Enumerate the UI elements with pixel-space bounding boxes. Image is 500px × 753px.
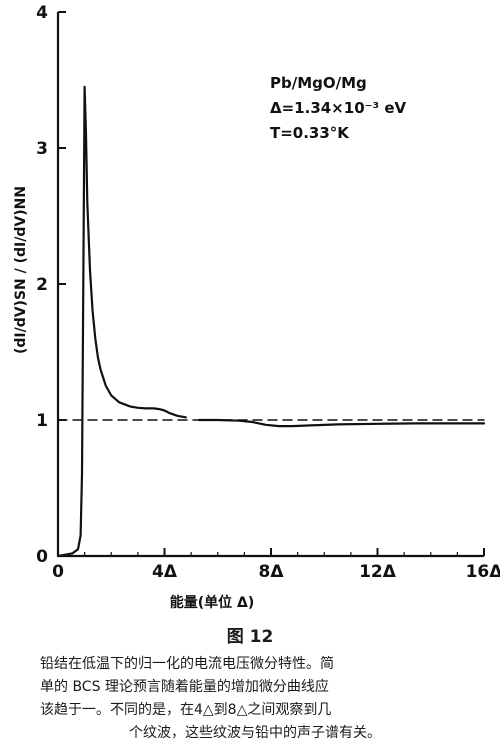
caption-line: 该趋于一。不同的是，在4△到8△之间观察到几 <box>40 702 332 718</box>
series-layer <box>56 85 486 558</box>
y-tick-label: 1 <box>36 411 48 431</box>
annotation-text: Δ=1.34×10⁻³ eV <box>270 99 407 117</box>
y-tick-label: 2 <box>36 275 48 295</box>
data-curve-0 <box>56 85 187 558</box>
x-tick-label: 4Δ <box>152 562 178 582</box>
x-tick-label: 12Δ <box>359 562 397 582</box>
caption-line: 个纹波，这些纹波与铅中的声子谱有关。 <box>129 725 381 741</box>
annotations: Pb/MgO/Mg Δ=1.34×10⁻³ eV T=0.33°K <box>270 74 407 142</box>
x-tick-label: 0 <box>52 562 64 582</box>
ticks-layer: 0 4Δ 8Δ 12Δ 16Δ 0 1 2 3 4 <box>36 3 500 582</box>
y-tick-label: 0 <box>36 547 48 567</box>
x-tick-label: 16Δ <box>466 562 500 582</box>
x-tick-label: 8Δ <box>259 562 285 582</box>
figure-label: 图 12 <box>226 627 274 647</box>
caption-line: 单的 BCS 理论预言随着能量的增加微分曲线应 <box>40 679 329 695</box>
y-axis-label: (dI/dV)SN / (dI/dV)NN <box>13 186 29 354</box>
annotation-text: T=0.33°K <box>270 124 350 142</box>
axes <box>56 12 484 558</box>
caption: 铅结在低温下的归一化的电流电压微分特性。简 单的 BCS 理论预言随着能量的增加… <box>40 653 470 745</box>
chart: 0 4Δ 8Δ 12Δ 16Δ 0 1 2 3 4 Pb/MgO/Mg Δ=1.34×10⁻³ eV… <box>13 3 500 611</box>
y-tick-label: 4 <box>36 3 48 23</box>
x-axis-label: 能量(单位 Δ) <box>170 594 255 611</box>
y-tick-label: 3 <box>36 139 48 159</box>
caption-line: 铅结在低温下的归一化的电流电压微分特性。简 <box>40 656 334 672</box>
annotation-text: Pb/MgO/Mg <box>270 74 367 92</box>
data-curve-1 <box>198 418 486 428</box>
